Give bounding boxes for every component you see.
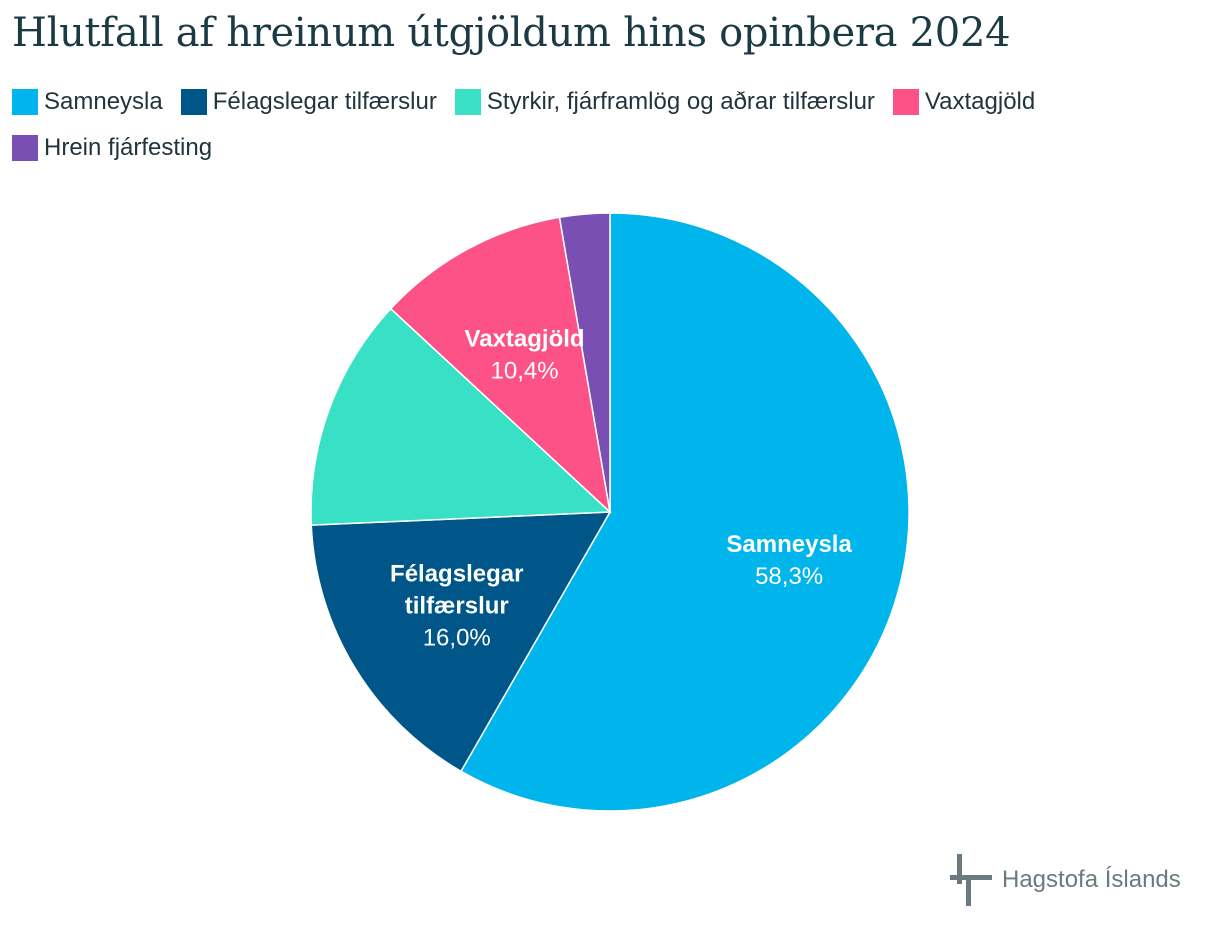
legend-swatch: [12, 135, 38, 161]
legend-item[interactable]: Samneysla: [12, 88, 163, 116]
legend-label: Hrein fjárfesting: [44, 134, 213, 161]
legend-label: Félagslegar tilfærslur: [212, 88, 437, 115]
slice-value-label: 16,0%: [423, 624, 491, 651]
legend-label: Vaxtagjöld: [924, 88, 1036, 115]
hagstofa-logo-icon: [950, 854, 992, 906]
legend-item[interactable]: Vaxtagjöld: [892, 88, 1036, 116]
logo-text: Hagstofa Íslands: [1002, 866, 1181, 893]
legend-swatch: [180, 89, 207, 115]
slice-label: Félagslegar: [390, 560, 523, 587]
legend-item[interactable]: Hrein fjárfesting: [12, 134, 212, 162]
chart-title: Hlutfall af hreinum útgjöldum hins opinb…: [12, 10, 1011, 56]
legend-label: Styrkir, fjárframlög og aðrar tilfærslur: [486, 88, 875, 115]
pie-slice[interactable]: [558, 212, 611, 513]
legend-swatch: [892, 89, 919, 115]
legend-item[interactable]: Félagslegar tilfærslur: [180, 88, 437, 116]
slice-label: tilfærslur: [405, 592, 509, 619]
slice-label: Vaxtagjöld: [465, 325, 585, 352]
slice-value-label: 58,3%: [755, 563, 823, 590]
legend-swatch: [12, 89, 38, 115]
legend: Samneysla Félagslegar tilfærslur Styrkir, …: [12, 88, 1212, 162]
legend-item[interactable]: Styrkir, fjárframlög og aðrar tilfærslur: [454, 88, 875, 116]
pie-slice[interactable]: [310, 511, 612, 773]
slice-value-label: 10,4%: [491, 357, 559, 384]
pie-slice[interactable]: [389, 216, 612, 515]
pie-slice[interactable]: [460, 212, 910, 812]
logo: Hagstofa Íslands: [950, 852, 1181, 908]
slice-label: Samneysla: [726, 531, 852, 558]
legend-label: Samneysla: [44, 88, 163, 115]
pie-slice[interactable]: [310, 307, 612, 526]
legend-swatch: [454, 89, 481, 115]
